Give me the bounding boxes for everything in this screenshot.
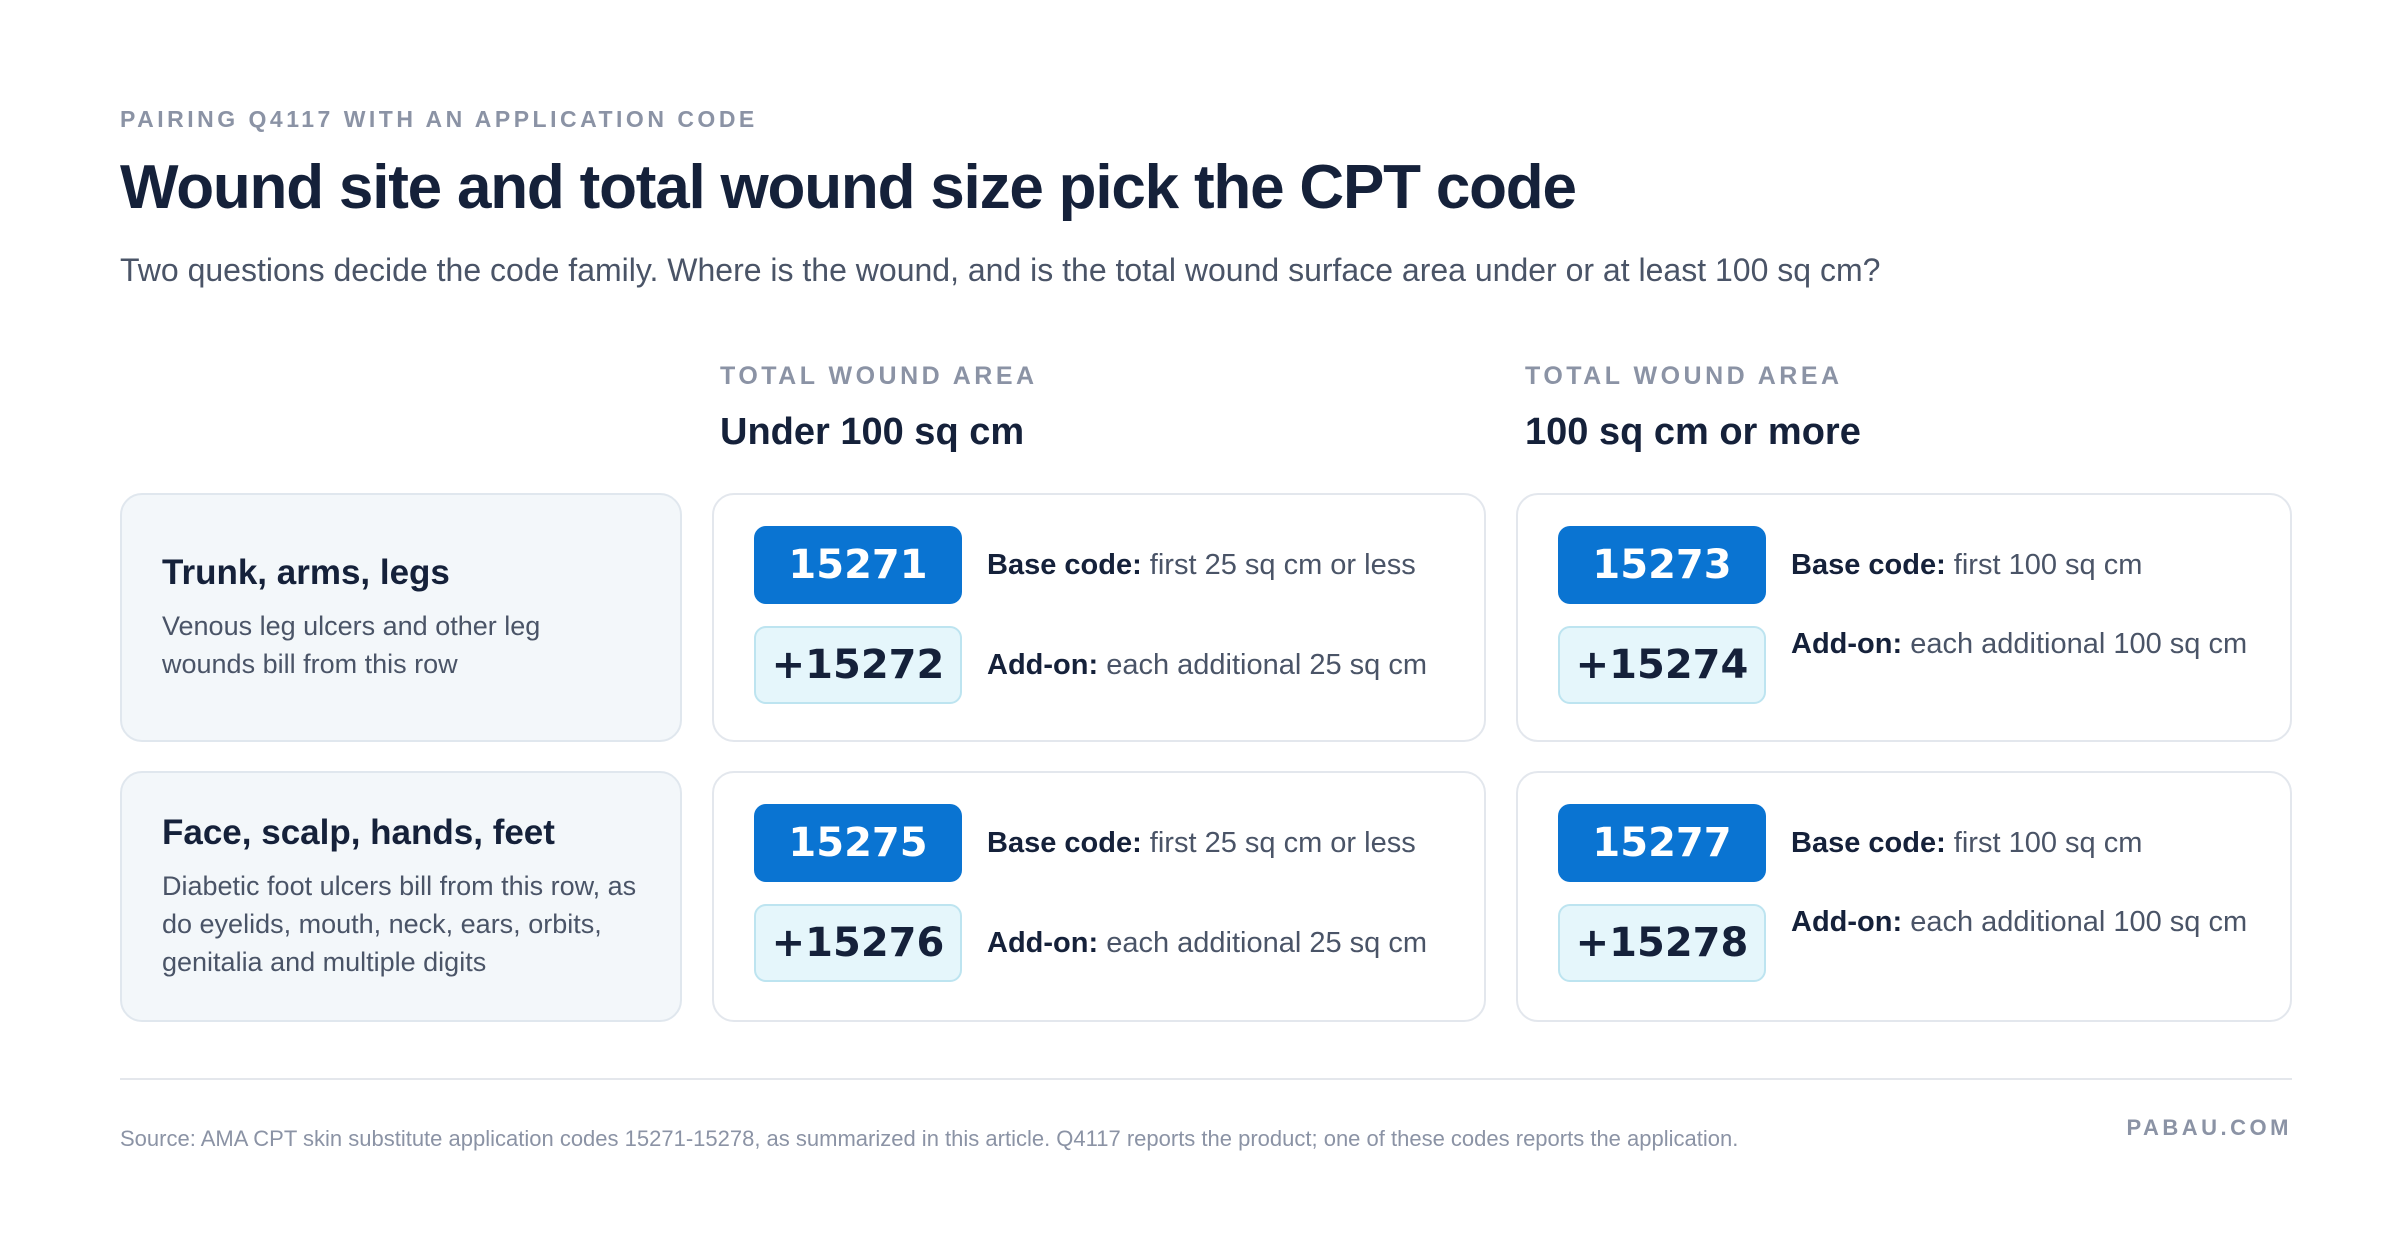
base-code-text: first 25 sq cm or less [1149, 549, 1416, 581]
infographic: PAIRING Q4117 WITH AN APPLICATION CODE W… [120, 0, 2292, 1248]
code-card-trunk-100-or-more: 15273 Base code: first 100 sq cm +15274 … [1516, 493, 2292, 742]
addon-code-label: Add-on: [987, 927, 1099, 959]
addon-code-label: Add-on: [987, 649, 1099, 681]
base-code-label: Base code: [987, 827, 1142, 859]
base-code-description: Base code: first 100 sq cm [1791, 823, 2142, 863]
addon-code-pill: +15274 [1558, 626, 1766, 704]
base-code-label: Base code: [987, 549, 1142, 581]
addon-code-label: Add-on: [1791, 628, 1903, 660]
addon-code-description: Add-on: each additional 100 sq cm [1791, 902, 2247, 942]
column-label: 100 sq cm or more [1525, 411, 1861, 453]
addon-code-description: Add-on: each additional 100 sq cm [1791, 624, 2247, 664]
base-code-pill: 15277 [1558, 804, 1766, 882]
base-code-description: Base code: first 25 sq cm or less [987, 545, 1416, 585]
row-card-trunk-arms-legs: Trunk, arms, legs Venous leg ulcers and … [120, 493, 682, 742]
source-note: Source: AMA CPT skin substitute applicat… [120, 1126, 1739, 1151]
addon-code-text: each additional 25 sq cm [1106, 927, 1427, 959]
row-description: Venous leg ulcers and other leg wounds b… [162, 610, 541, 679]
base-code-line: 15273 Base code: first 100 sq cm [1558, 526, 2250, 604]
addon-code-text: each additional 100 sq cm [1910, 906, 2248, 938]
base-code-text: first 100 sq cm [1953, 827, 2143, 859]
base-code-line: 15275 Base code: first 25 sq cm or less [754, 804, 1444, 882]
addon-code-description: Add-on: each additional 25 sq cm [987, 923, 1427, 963]
base-code-label: Base code: [1791, 549, 1946, 581]
row-title: Trunk, arms, legs [162, 552, 450, 592]
addon-code-pill: +15272 [754, 626, 962, 704]
addon-code-text: each additional 100 sq cm [1910, 628, 2248, 660]
base-code-pill: 15273 [1558, 526, 1766, 604]
base-code-line: 15277 Base code: first 100 sq cm [1558, 804, 2250, 882]
base-code-line: 15271 Base code: first 25 sq cm or less [754, 526, 1444, 604]
addon-code-pill: +15278 [1558, 904, 1766, 982]
base-code-text: first 25 sq cm or less [1149, 827, 1416, 859]
page-subtitle: Two questions decide the code family. Wh… [120, 252, 1881, 288]
row-description: Diabetic foot ulcers bill from this row,… [162, 870, 637, 977]
base-code-pill: 15271 [754, 526, 962, 604]
column-label: Under 100 sq cm [720, 411, 1025, 453]
footer-divider [120, 1078, 2292, 1080]
column-kicker: TOTAL WOUND AREA [1525, 362, 1843, 390]
addon-code-line: +15272 Add-on: each additional 25 sq cm [754, 626, 1444, 704]
base-code-description: Base code: first 100 sq cm [1791, 545, 2142, 585]
code-card-trunk-under-100: 15271 Base code: first 25 sq cm or less … [712, 493, 1486, 742]
addon-code-line: +15274 Add-on: each additional 100 sq cm [1558, 626, 2250, 704]
addon-code-pill: +15276 [754, 904, 962, 982]
base-code-text: first 100 sq cm [1953, 549, 2143, 581]
addon-code-description: Add-on: each additional 25 sq cm [987, 645, 1427, 685]
code-card-face-100-or-more: 15277 Base code: first 100 sq cm +15278 … [1516, 771, 2292, 1022]
base-code-label: Base code: [1791, 827, 1946, 859]
addon-code-text: each additional 25 sq cm [1106, 649, 1427, 681]
column-header-under-100: TOTAL WOUND AREA Under 100 sq cm [720, 362, 1038, 454]
base-code-description: Base code: first 25 sq cm or less [987, 823, 1416, 863]
brand-label: PABAU.COM [2126, 1115, 2292, 1140]
addon-code-line: +15278 Add-on: each additional 100 sq cm [1558, 904, 2250, 982]
addon-code-label: Add-on: [1791, 906, 1903, 938]
column-header-100-or-more: TOTAL WOUND AREA 100 sq cm or more [1525, 362, 1861, 454]
row-card-face-scalp-hands-feet: Face, scalp, hands, feet Diabetic foot u… [120, 771, 682, 1022]
column-kicker: TOTAL WOUND AREA [720, 362, 1038, 390]
code-card-face-under-100: 15275 Base code: first 25 sq cm or less … [712, 771, 1486, 1022]
eyebrow: PAIRING Q4117 WITH AN APPLICATION CODE [120, 106, 758, 132]
base-code-pill: 15275 [754, 804, 962, 882]
row-title: Face, scalp, hands, feet [162, 812, 555, 852]
addon-code-line: +15276 Add-on: each additional 25 sq cm [754, 904, 1444, 982]
page-title: Wound site and total wound size pick the… [120, 153, 1577, 222]
